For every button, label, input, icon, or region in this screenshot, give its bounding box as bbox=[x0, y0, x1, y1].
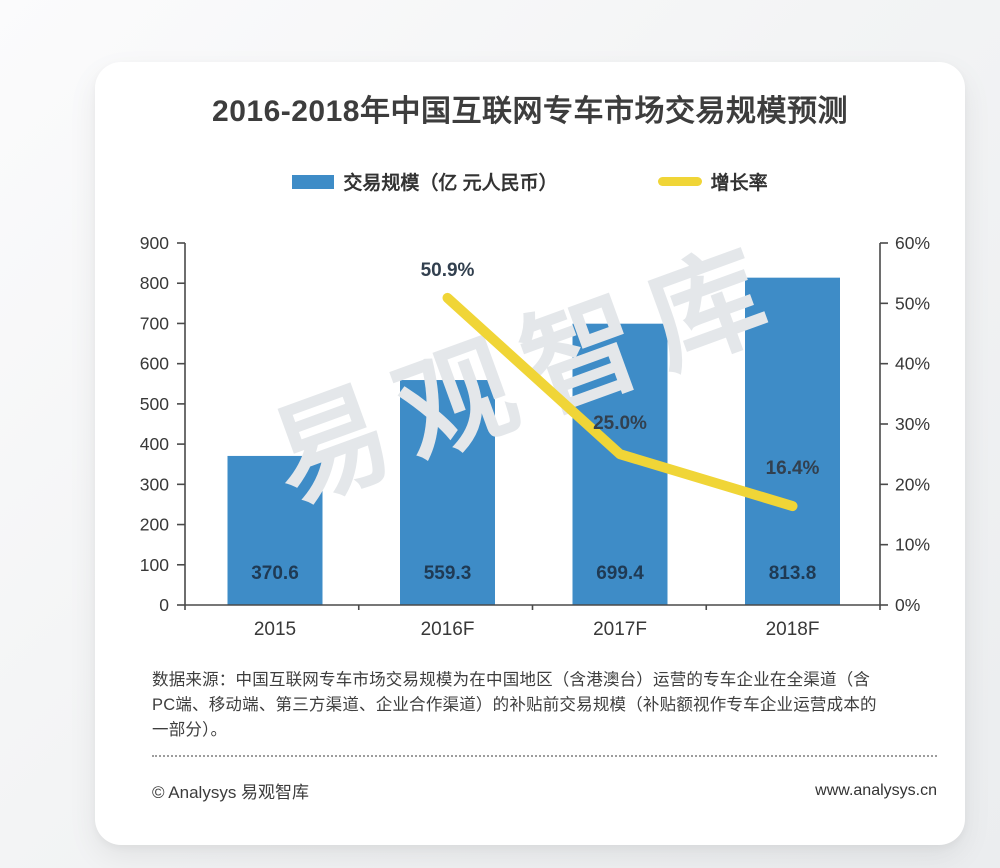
website-url: www.analysys.cn bbox=[815, 781, 937, 799]
right-tick-label: 30% bbox=[895, 414, 930, 434]
chart-title: 2016-2018年中国互联网专车市场交易规模预测 bbox=[212, 95, 848, 128]
line-series-swatch-icon bbox=[657, 177, 702, 186]
category-label: 2016F bbox=[421, 619, 475, 640]
bar-value-label: 699.4 bbox=[596, 563, 644, 584]
legend-label: 交易规模（亿 元人民币） bbox=[343, 173, 558, 194]
copyright-text: © Analysys 易观智库 bbox=[152, 783, 310, 802]
right-tick-label: 60% bbox=[895, 233, 930, 253]
line-value-label: 50.9% bbox=[421, 260, 475, 281]
left-tick-label: 700 bbox=[140, 313, 169, 333]
line-value-label: 25.0% bbox=[593, 413, 647, 434]
category-label: 2015 bbox=[254, 619, 296, 640]
legend-item-growth-rate: 增长率 bbox=[657, 168, 768, 195]
footnote-line: 数据来源：中国互联网专车市场交易规模为在中国地区（含港澳台）运营的专车企业在全渠… bbox=[152, 671, 871, 689]
bar-value-label: 559.3 bbox=[424, 563, 472, 584]
category-axis-labels: 2015 2016F 2017F 2018F bbox=[254, 619, 820, 640]
bar bbox=[400, 380, 495, 605]
dotted-divider bbox=[152, 755, 937, 757]
right-tick-label: 40% bbox=[895, 354, 930, 374]
right-tick-label: 50% bbox=[895, 293, 930, 313]
bar bbox=[745, 277, 840, 605]
category-label: 2017F bbox=[593, 619, 647, 640]
footnote-line: PC端、移动端、第三方渠道、企业合作渠道）的补贴前交易规模（补贴额视作专车企业运… bbox=[152, 696, 877, 714]
category-label: 2018F bbox=[766, 619, 820, 640]
right-tick-label: 20% bbox=[895, 474, 930, 494]
chart-card: 2016-2018年中国互联网专车市场交易规模预测 交易规模（亿 元人民币） 增… bbox=[95, 62, 965, 845]
bar-value-labels: 370.6 559.3 699.4 813.8 bbox=[251, 563, 816, 584]
chart-legend: 交易规模（亿 元人民币） 增长率 bbox=[95, 168, 965, 195]
bar bbox=[227, 455, 323, 605]
right-axis-ticks: 0% 10% 20% 30% 40% 50% 60% bbox=[880, 233, 930, 615]
left-tick-label: 600 bbox=[140, 354, 169, 374]
left-tick-label: 0 bbox=[159, 595, 169, 615]
left-tick-label: 300 bbox=[140, 474, 169, 494]
bottom-axis-ticks bbox=[184, 605, 881, 610]
legend-item-transaction-volume: 交易规模（亿 元人民币） bbox=[292, 168, 558, 195]
line-value-label: 16.4% bbox=[766, 458, 820, 479]
line-value-labels: 50.9% 25.0% 16.4% bbox=[421, 260, 820, 479]
left-tick-label: 800 bbox=[140, 273, 169, 293]
bar-series-swatch-icon bbox=[292, 174, 335, 189]
footnote-line: 一部分）。 bbox=[152, 721, 228, 739]
growth-line bbox=[442, 292, 798, 512]
left-tick-label: 400 bbox=[140, 434, 169, 454]
legend-label: 增长率 bbox=[710, 173, 768, 194]
data-source-note: 数据来源：中国互联网专车市场交易规模为在中国地区（含港澳台）运营的专车企业在全渠… bbox=[152, 668, 952, 743]
left-axis-ticks: 0 100 200 300 400 500 600 700 800 900 bbox=[140, 233, 185, 615]
left-tick-label: 100 bbox=[140, 555, 169, 575]
left-tick-label: 500 bbox=[140, 394, 169, 414]
left-tick-label: 200 bbox=[140, 515, 169, 535]
left-tick-label: 900 bbox=[140, 233, 169, 253]
bar-value-label: 370.6 bbox=[251, 563, 299, 584]
right-tick-label: 10% bbox=[895, 535, 930, 555]
card-footer: © Analysys 易观智库 www.analysys.cn bbox=[152, 778, 937, 803]
right-tick-label: 0% bbox=[895, 595, 920, 615]
bar-value-label: 813.8 bbox=[769, 563, 817, 584]
